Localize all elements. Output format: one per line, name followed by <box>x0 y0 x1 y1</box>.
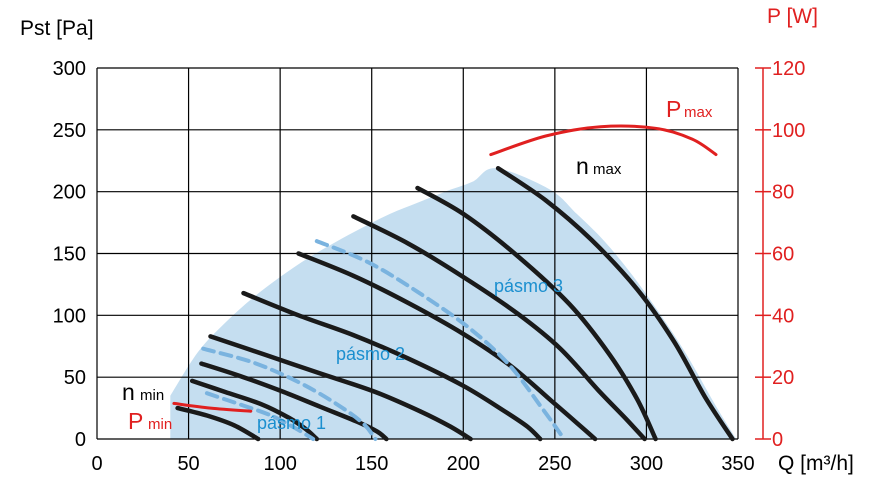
curve-layer <box>175 165 735 442</box>
fan-curve-9 <box>495 165 735 442</box>
n-min-label-sub: min <box>140 387 164 404</box>
band-label-3: pásmo 3 <box>494 276 563 296</box>
left-tick-label-50: 50 <box>64 367 86 389</box>
n-min-label: n min <box>122 379 164 405</box>
fan-curve-4 <box>208 334 473 442</box>
fan-curve-5 <box>241 290 543 442</box>
dashed-curve-12 <box>314 239 566 441</box>
p-max-power-curve <box>489 124 718 157</box>
power-layer <box>172 124 718 413</box>
n-max-label: n max <box>576 153 622 179</box>
p-min-label-sub: min <box>148 416 172 433</box>
band-label-2: pásmo 2 <box>336 344 405 364</box>
p-min-power-curve <box>172 401 253 413</box>
left-tick-label-300: 300 <box>53 58 86 80</box>
x-tick-label-300: 300 <box>630 453 663 475</box>
right-tick-label-60: 60 <box>772 244 794 266</box>
right-tick-label-120: 120 <box>772 58 805 80</box>
fan-curve-8 <box>415 185 658 442</box>
y-right-axis-title: P [W] <box>767 5 818 28</box>
p-min-label-main: P <box>128 408 143 434</box>
fan-curve-1 <box>175 405 261 442</box>
fan-curve-7 <box>351 214 647 442</box>
p-max-label-sub: max <box>684 104 713 121</box>
x-tick-label-50: 50 <box>177 453 199 475</box>
left-tick-label-250: 250 <box>53 120 86 142</box>
p-max-label-main: P <box>666 96 681 122</box>
fan-curve-2 <box>189 378 320 442</box>
right-tick-label-100: 100 <box>772 120 805 142</box>
fan-curve-3 <box>199 361 389 442</box>
right-tick-label-40: 40 <box>772 305 794 327</box>
right-tick-label-20: 20 <box>772 367 794 389</box>
grid-layer <box>96 67 739 440</box>
x-tick-label-100: 100 <box>263 453 296 475</box>
p-min-label: P min <box>128 408 172 434</box>
y-left-axis-title: Pst [Pa] <box>20 17 94 40</box>
left-tick-label-200: 200 <box>53 182 86 204</box>
x-tick-label-350: 350 <box>721 453 754 475</box>
p-max-label: P max <box>666 96 713 122</box>
left-tick-label-0: 0 <box>75 429 86 451</box>
n-max-label-sub: max <box>593 161 622 178</box>
n-min-label-main: n <box>122 379 135 405</box>
x-axis-title: Q [m³/h] <box>778 452 854 475</box>
dashed-curve-10 <box>204 391 316 441</box>
n-max-label-main: n <box>576 153 589 179</box>
axis-layer: 0 20 40 60 80 100 120 0 50 100 150 200 250 300 0 50 100 1… <box>53 58 806 475</box>
fan-curve-6 <box>296 251 598 442</box>
band-label-1: pásmo 1 <box>257 413 326 433</box>
right-tick-label-80: 80 <box>772 182 794 204</box>
x-tick-label-150: 150 <box>355 453 388 475</box>
x-tick-label-250: 250 <box>538 453 571 475</box>
right-tick-label-0: 0 <box>772 429 783 451</box>
left-tick-label-100: 100 <box>53 305 86 327</box>
x-tick-label-200: 200 <box>447 453 480 475</box>
dashed-curve-11 <box>201 346 378 441</box>
x-tick-label-0: 0 <box>91 453 102 475</box>
left-tick-label-150: 150 <box>53 244 86 266</box>
